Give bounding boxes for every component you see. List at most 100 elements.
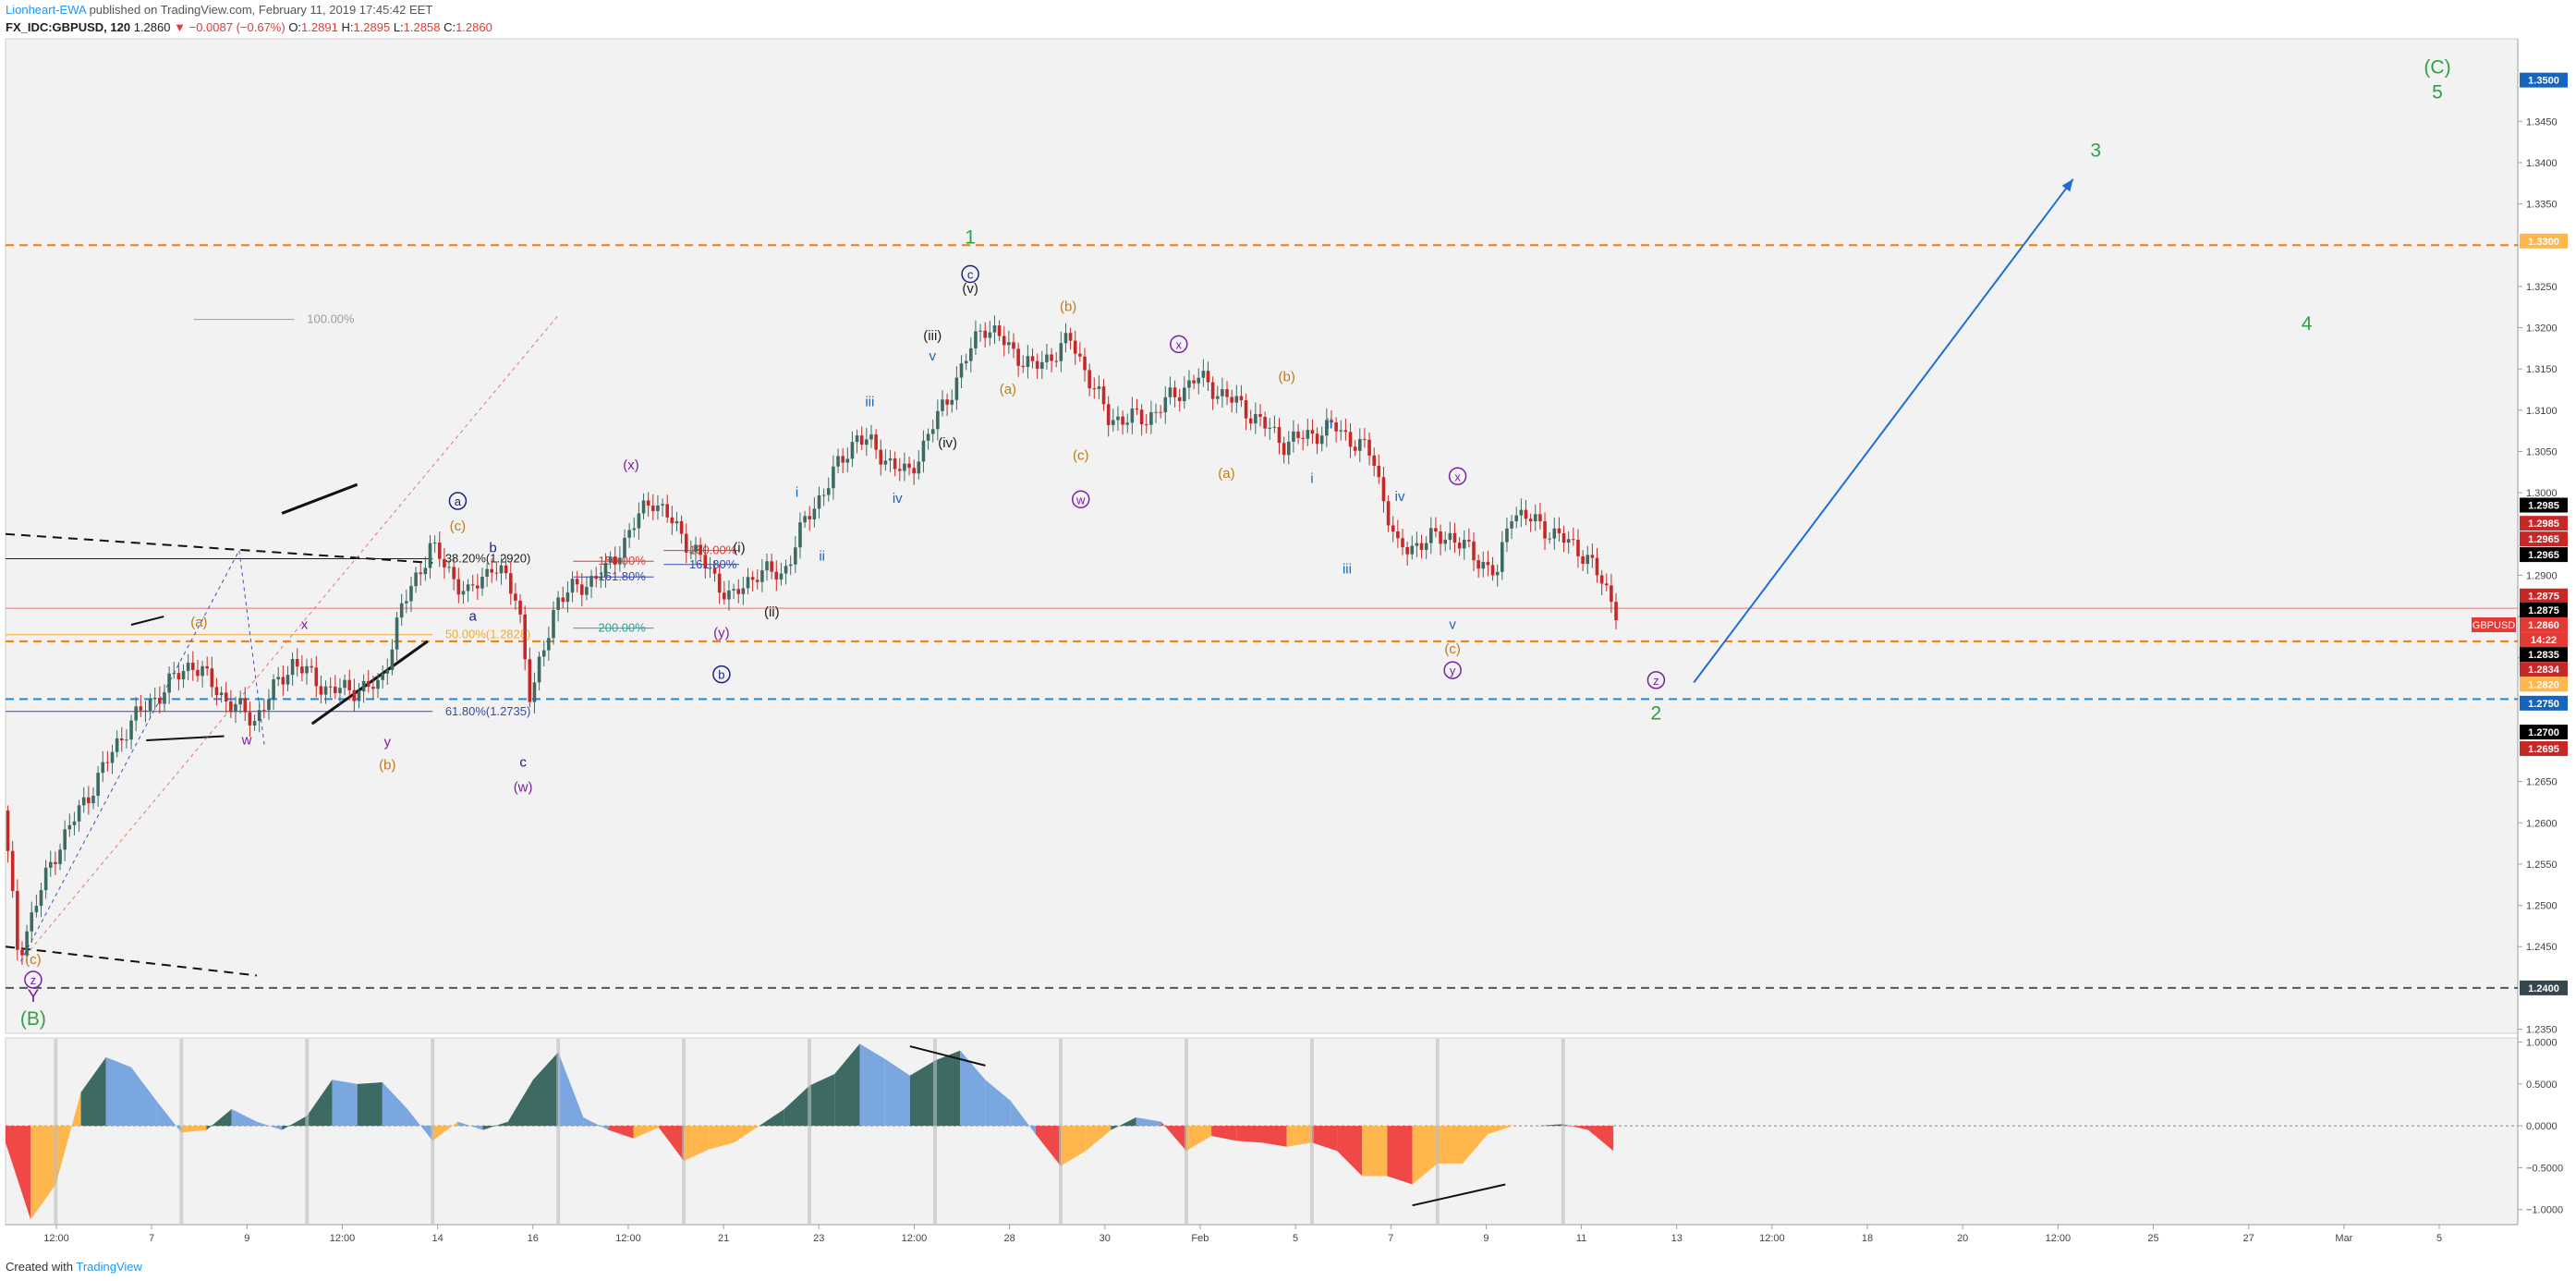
close-label: C: xyxy=(444,20,456,34)
wave-label: 2 xyxy=(1651,703,1662,725)
candle-body xyxy=(954,377,959,400)
candle-body xyxy=(897,469,902,471)
wave-label: (x) xyxy=(623,458,639,473)
osc-area-segment xyxy=(55,1092,81,1185)
candle-body xyxy=(732,589,735,591)
candle-body xyxy=(1139,409,1144,425)
candle-body xyxy=(1561,532,1566,543)
wave-label-circle xyxy=(1646,671,1666,689)
osc-area-segment xyxy=(684,1126,710,1162)
candle-body xyxy=(1367,439,1371,456)
candle-body xyxy=(395,617,399,650)
wave-label: 1 xyxy=(965,226,976,248)
symbol-line: FX_IDC:GBPUSD, 120 1.2860 ▼ −0.0087 (−0.… xyxy=(6,20,492,34)
osc-y-tick-label: 1.0000 xyxy=(2526,1038,2558,1049)
candle-body xyxy=(803,516,807,523)
tradingview-logo[interactable]: TradingView xyxy=(76,1260,142,1274)
extension-label: 161.80% xyxy=(689,557,737,571)
wave-label-circle xyxy=(24,970,43,989)
candle-body xyxy=(167,673,171,693)
candle-body xyxy=(1088,370,1091,389)
wave-label-circle xyxy=(448,492,468,510)
y-tick-label: 1.3100 xyxy=(2526,406,2558,417)
price-badge-label: 1.2860 xyxy=(2528,620,2559,631)
candle-body xyxy=(191,662,195,670)
candle-body xyxy=(267,699,271,711)
price-badge xyxy=(2520,616,2568,632)
candle-body xyxy=(613,556,617,565)
candle-body xyxy=(627,530,631,538)
author-link[interactable]: Lionheart-EWA xyxy=(6,3,86,17)
channel-dashed-lower xyxy=(5,946,258,977)
candle-body xyxy=(25,931,29,956)
wave-label: iv xyxy=(893,491,903,506)
candle-body xyxy=(476,585,480,589)
osc-area-segment xyxy=(1136,1117,1161,1127)
candle-body xyxy=(1002,336,1006,346)
candle-body xyxy=(1315,433,1319,445)
osc-area-segment xyxy=(1562,1124,1588,1130)
candle-body xyxy=(272,679,275,700)
price-change: −0.0087 (−0.67%) xyxy=(188,20,286,34)
candle-body xyxy=(470,584,475,586)
high-value: 1.2895 xyxy=(353,20,391,34)
x-tick-label: 23 xyxy=(813,1233,824,1244)
candle-body xyxy=(1334,421,1338,432)
candle-body xyxy=(670,517,674,524)
candle-body xyxy=(1576,539,1580,556)
osc-area-segment xyxy=(256,1121,283,1130)
candle-body xyxy=(334,686,337,693)
candle-body xyxy=(518,600,522,615)
price-badge-label: 1.2965 xyxy=(2528,550,2559,561)
candle-body xyxy=(656,505,660,511)
candle-body xyxy=(152,697,157,700)
candle-body xyxy=(63,829,67,850)
x-tick-label: 16 xyxy=(528,1233,539,1244)
candle-body xyxy=(917,461,921,474)
osc-area-segment xyxy=(156,1100,182,1133)
osc-area-segment xyxy=(859,1043,885,1127)
candle-body xyxy=(1045,354,1049,362)
osc-area-segment xyxy=(332,1080,358,1127)
candle-body xyxy=(608,556,613,563)
candle-body xyxy=(992,325,997,333)
osc-area-segment xyxy=(105,1056,131,1127)
candle-body xyxy=(855,435,859,443)
wave-label-circled: b xyxy=(718,668,724,682)
osc-area-segment xyxy=(1086,1126,1112,1152)
candle-body xyxy=(841,456,844,463)
forecast-arrowhead xyxy=(2061,178,2073,192)
candle-body xyxy=(1552,528,1557,539)
osc-area-segment xyxy=(1160,1121,1186,1152)
candle-body xyxy=(1263,417,1267,429)
candle-body xyxy=(1429,528,1433,543)
x-tick-label: 5 xyxy=(2436,1233,2442,1244)
price-badge-label: 1.2985 xyxy=(2528,518,2559,530)
wave-label: 3 xyxy=(2090,140,2101,162)
y-tick-label: 1.3150 xyxy=(2526,364,2558,375)
wave-label-circle xyxy=(1443,661,1462,679)
y-tick-label: 1.2550 xyxy=(2526,860,2558,871)
osc-area-segment xyxy=(1311,1126,1338,1152)
price-badge xyxy=(2520,677,2568,692)
osc-signal-bar xyxy=(1435,1039,1440,1224)
candle-body xyxy=(376,679,380,689)
fib-level-label: 100.00% xyxy=(307,312,355,326)
candle-body xyxy=(1538,514,1542,522)
candle-body xyxy=(1163,396,1168,413)
x-tick-label: 7 xyxy=(149,1233,154,1244)
candle-body xyxy=(352,689,357,702)
candle-body xyxy=(684,533,688,553)
y-tick-label: 1.3250 xyxy=(2526,282,2558,293)
candle-body xyxy=(1353,446,1357,451)
candle-body xyxy=(930,429,935,434)
candle-body xyxy=(1495,571,1500,576)
candle-body xyxy=(1604,583,1609,586)
candle-body xyxy=(1599,575,1604,584)
candle-body xyxy=(1035,360,1039,369)
candle-body xyxy=(1486,562,1490,566)
candle-body xyxy=(105,762,110,763)
candle-body xyxy=(1457,543,1462,549)
candle-body xyxy=(1614,602,1618,621)
